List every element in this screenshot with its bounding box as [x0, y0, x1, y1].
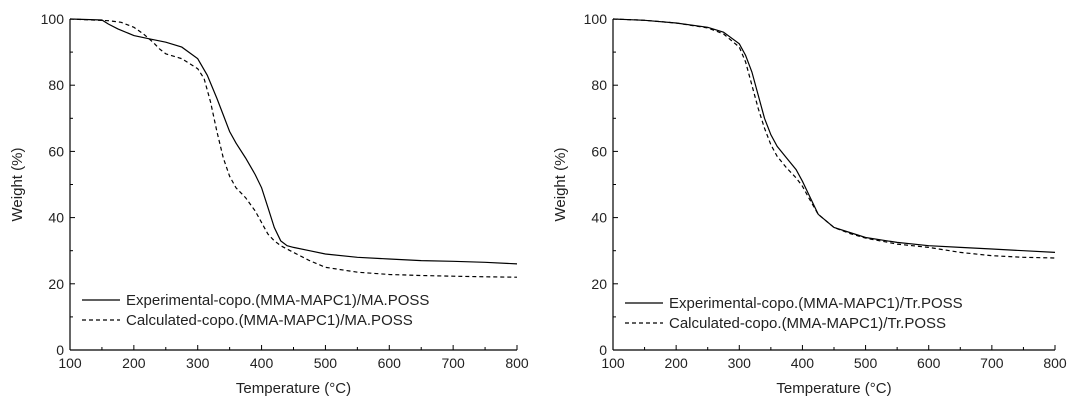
series-line-solid [612, 18, 1056, 253]
x-tick-label: 800 [1043, 355, 1067, 371]
y-tick-label: 80 [591, 77, 607, 93]
x-tick-label: 100 [601, 355, 625, 371]
x-tick-label: 400 [791, 355, 815, 371]
x-tick-label: 300 [186, 355, 210, 371]
x-tick-label: 600 [917, 355, 941, 371]
y-tick-label: 20 [591, 276, 607, 292]
chart-right: 100 200 300 400 500 600 700 800 0 20 40 60 80 100 Temp… [552, 11, 1067, 397]
legend-label: Calculated-copo.(MMA-MAPC1)/Tr.POSS [669, 315, 946, 332]
x-tick-label: 200 [664, 355, 688, 371]
legend-label: Experimental-copo.(MMA-MAPC1)/Tr.POSS [669, 295, 963, 312]
x-tick-label: 700 [441, 355, 465, 371]
y-tick-label: 100 [41, 11, 65, 27]
x-tick-label: 200 [122, 355, 146, 371]
y-tick-label: 100 [584, 11, 608, 27]
series-line-solid [69, 18, 518, 265]
y-tick-label: 60 [591, 143, 607, 159]
x-axis-title: Temperature (°C) [236, 380, 351, 397]
x-tick-label: 500 [854, 355, 878, 371]
x-axis-title: Temperature (°C) [776, 380, 891, 397]
y-tick-label: 0 [599, 342, 607, 358]
y-tick-label: 20 [48, 276, 64, 292]
x-tick-label: 800 [505, 355, 529, 371]
y-tick-label: 0 [56, 342, 64, 358]
x-tick-label: 700 [980, 355, 1004, 371]
x-tick-label: 400 [250, 355, 274, 371]
y-tick-label: 40 [591, 210, 607, 226]
legend-label: Experimental-copo.(MMA-MAPC1)/MA.POSS [126, 292, 429, 309]
legend-label: Calculated-copo.(MMA-MAPC1)/MA.POSS [126, 312, 413, 329]
x-tick-label: 500 [314, 355, 338, 371]
y-tick-label: 40 [48, 210, 64, 226]
x-tick-label: 100 [58, 355, 82, 371]
y-tick-label: 60 [48, 143, 64, 159]
y-axis-title: Weight (%) [9, 148, 26, 222]
x-tick-label: 600 [378, 355, 402, 371]
x-tick-label: 300 [728, 355, 752, 371]
y-tick-label: 80 [48, 77, 64, 93]
chart-left: 100 200 300 400 500 600 700 800 0 20 40 60 80 100 Temp… [9, 11, 529, 397]
series-line-dashed [69, 18, 518, 278]
series-line-dashed [612, 18, 1056, 259]
y-axis-title: Weight (%) [552, 148, 569, 222]
